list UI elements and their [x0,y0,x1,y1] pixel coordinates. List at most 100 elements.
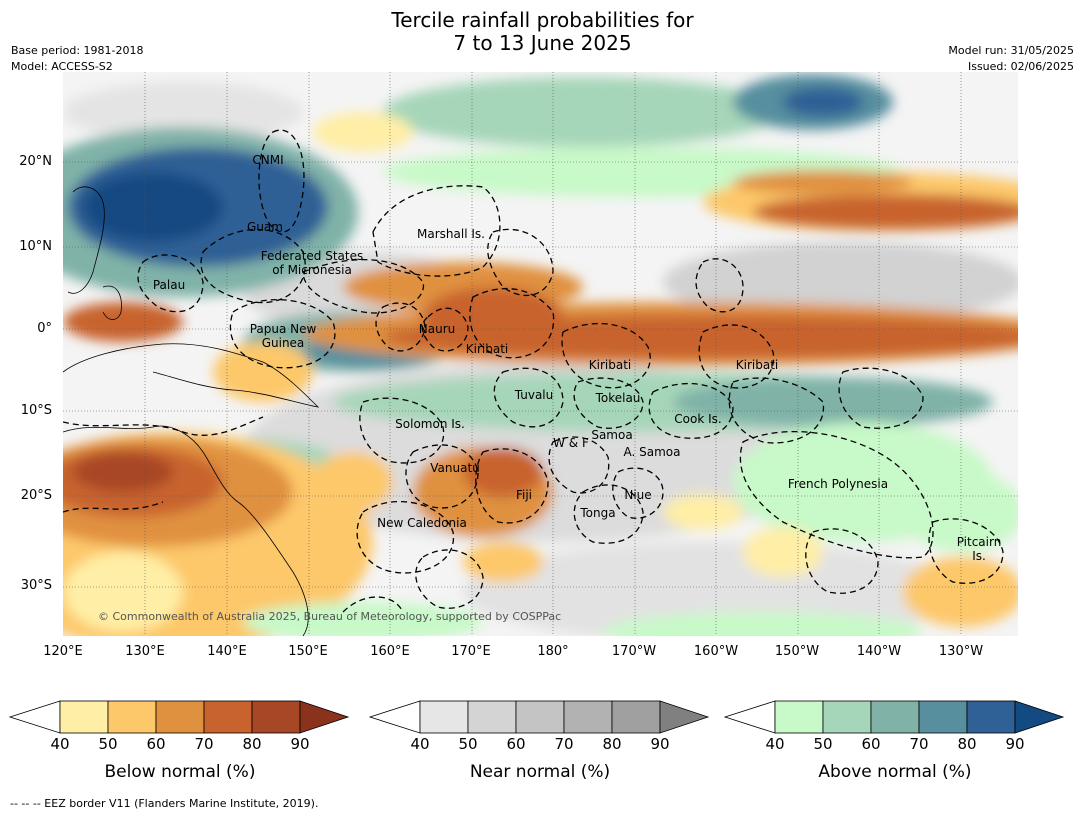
issued-date: Issued: 02/06/2025 [967,60,1074,73]
lon-label-140w: 140°W [856,644,902,659]
eez-borders [63,129,1004,613]
region-label-pitcairn: Pitcairn Is. [956,535,1002,563]
region-label-new-caledonia: New Caledonia [377,516,467,530]
legend-color-swatch [563,700,613,734]
lon-label-150w: 150°W [774,644,820,659]
lat-label-equator: 0° [37,321,52,336]
region-label-asamoa: A. Samoa [623,445,681,459]
legend-tick-label: 60 [861,735,881,753]
probability-shading [63,74,1018,636]
region-label-niue: Niue [624,488,652,502]
legend-color-swatch [870,700,920,734]
region-label-kiribati-central: Kiribati [588,358,632,372]
lat-label-10n: 10°N [19,239,52,254]
lat-label-20s: 20°S [20,488,52,503]
region-label-guam: Guam [247,220,283,234]
legend-tick-label: 90 [290,735,310,753]
legend-low-extension [723,700,776,734]
legend-color-swatch [966,700,1016,734]
region-label-micronesia: Federated States of Micronesia [260,249,364,277]
legend-tick-label: 60 [506,735,526,753]
legend-low-extension [8,700,61,734]
region-label-fiji: Fiji [515,488,533,502]
legend-tick-label: 90 [650,735,670,753]
legend-low-extension [368,700,421,734]
lon-label-160w: 160°W [693,644,739,659]
legend-colorbars [8,700,1065,734]
region-label-samoa: Samoa [591,428,633,442]
lon-label-150e: 150°E [288,644,328,659]
region-label-tonga: Tonga [580,506,616,520]
lon-label-120e: 120°E [43,644,83,659]
legend-color-swatch [59,700,109,734]
lon-label-130w: 130°W [938,644,984,659]
legend-tick-label: 60 [146,735,166,753]
legend-tick-label: 90 [1005,735,1025,753]
lat-label-20n: 20°N [19,154,52,169]
legend-tick-label: 50 [98,735,118,753]
legend-tick-label: 80 [602,735,622,753]
lon-label-170w: 170°W [611,644,657,659]
region-label-cnmi: CNMI [252,153,284,167]
lon-label-160e: 160°E [370,644,410,659]
legend-color-swatch [203,700,253,734]
legend-high-extension [1014,700,1065,734]
map-title-line2: 7 to 13 June 2025 [453,31,632,55]
legend-tick-label: 80 [242,735,262,753]
legend-tick-label: 50 [813,735,833,753]
region-label-french-polynesia: French Polynesia [787,477,889,491]
lon-label-170e: 170°E [451,644,491,659]
lon-label-140e: 140°E [207,644,247,659]
legend-color-swatch [918,700,968,734]
probability-map [63,72,1018,636]
region-label-tuvalu: Tuvalu [514,388,554,402]
legend-color-swatch [155,700,205,734]
copyright-notice: © Commonwealth of Australia 2025, Bureau… [98,610,562,623]
legend-tick-label: 40 [410,735,430,753]
legend-label-below: Below normal (%) [104,762,256,782]
region-label-marshall: Marshall Is. [417,227,485,241]
region-label-png: Papua New Guinea [249,322,317,350]
legend-tick-label: 40 [765,735,785,753]
graticule [63,72,1018,636]
legend-near-normal [368,700,710,734]
lat-label-10s: 10°S [20,403,52,418]
map-title-line1: Tercile rainfall probabilities for [391,8,694,32]
legend-tick-label: 70 [909,735,929,753]
legend-above-normal [723,700,1065,734]
legend-color-swatch [107,700,157,734]
map-svg [63,72,1018,636]
region-label-kiribati-east: Kiribati [735,358,779,372]
model-name: Model: ACCESS-S2 [11,60,113,73]
legend-color-swatch [774,700,824,734]
lon-label-180: 180° [537,644,569,659]
region-label-palau: Palau [152,278,186,292]
lon-label-130e: 130°E [125,644,165,659]
legend-color-swatch [822,700,872,734]
base-period: Base period: 1981-2018 [11,44,144,57]
legend-label-above: Above normal (%) [818,762,972,782]
coastlines [63,186,320,636]
eez-footnote: -- -- -- EEZ border V11 (Flanders Marine… [10,797,319,810]
region-label-solomon: Solomon Is. [395,417,465,431]
legend-tick-label: 70 [554,735,574,753]
legend-color-swatch [611,700,661,734]
region-label-kiribati-west: Kiribati [465,342,509,356]
legend-label-near: Near normal (%) [469,762,611,782]
legend-below-normal [8,700,350,734]
legend-high-extension [659,700,710,734]
model-run: Model run: 31/05/2025 [948,44,1074,57]
region-label-nauru: Nauru [418,322,456,336]
legend-tick-label: 40 [50,735,70,753]
lat-label-30s: 30°S [20,578,52,593]
legend-tick-label: 80 [957,735,977,753]
region-label-wf: W & F [553,436,589,450]
legend-tick-label: 70 [194,735,214,753]
legend-tick-label: 50 [458,735,478,753]
region-label-tokelau: Tokelau [595,391,641,405]
legend-color-swatch [419,700,469,734]
region-label-cook: Cook Is. [674,412,722,426]
legend-color-swatch [515,700,565,734]
legend-color-swatch [467,700,517,734]
region-label-vanuatu: Vanuatu [430,461,480,475]
